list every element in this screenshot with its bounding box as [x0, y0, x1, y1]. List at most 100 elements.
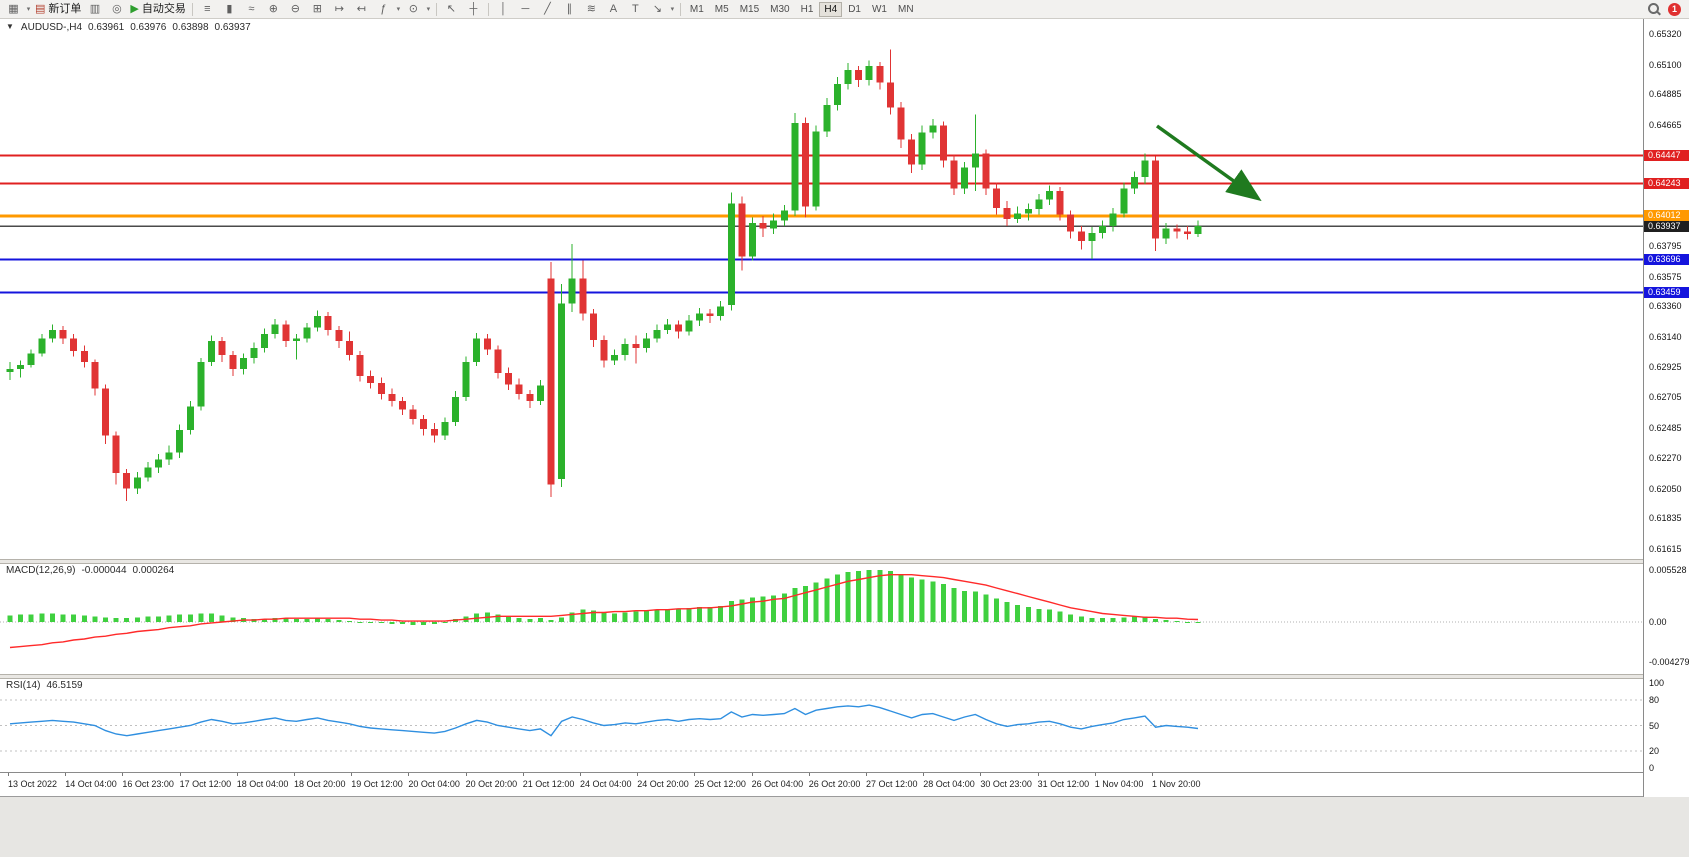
time-axis[interactable]: 13 Oct 2022 14 Oct 04:00 16 Oct 23:00 17 Oc… — [0, 772, 1643, 798]
rsi-panel[interactable]: RSI(14) 46.5159 — [0, 677, 1643, 772]
zoom-in-icon[interactable]: ⊕ — [263, 1, 284, 17]
timeframe-w1-button[interactable]: W1 — [871, 3, 887, 15]
candlestick-chart-icon: ▮ — [226, 3, 233, 15]
price-axis[interactable]: 0.65320 0.65100 0.64885 0.64665 0.63795 0.635… — [1643, 19, 1689, 797]
macd-histogram-bar — [1100, 618, 1106, 622]
candle-body — [473, 338, 481, 363]
candle-body — [292, 338, 300, 342]
current-price-tag: 0.63937 — [1644, 220, 1689, 232]
candle-body — [961, 167, 969, 189]
macd-signal-line — [9, 574, 1199, 649]
price-line-tag: 0.64447 — [1644, 149, 1689, 161]
candle-body — [324, 316, 332, 331]
time-tick-label: 26 Oct 04:00 — [751, 779, 804, 789]
navigator-icon[interactable]: ◎ — [106, 1, 127, 17]
time-tick — [179, 773, 181, 776]
macd-histogram-bar — [771, 595, 777, 622]
new-order-button[interactable]: ▤ 新订单 — [33, 1, 83, 17]
notification-badge[interactable]: 1 — [1668, 2, 1681, 16]
indicators-caret-icon[interactable]: ▾ — [396, 6, 401, 13]
panel-separator[interactable] — [0, 674, 1689, 679]
cursor-icon[interactable]: ↖ — [441, 1, 462, 17]
macd-histogram-bar — [209, 613, 215, 622]
timeframe-m5-button[interactable]: M5 — [714, 3, 729, 15]
macd-histogram-bar — [590, 610, 596, 622]
macd-histogram-bar — [1089, 618, 1095, 622]
auto-scroll-icon[interactable]: ↦ — [329, 1, 350, 17]
period-icon: ⊙ — [408, 3, 418, 15]
macd-histogram-bar — [951, 587, 957, 622]
new-chart-caret-icon[interactable]: ▾ — [26, 6, 31, 13]
macd-histogram-bar — [930, 581, 936, 622]
timeframe-m30-button[interactable]: M30 — [770, 3, 790, 15]
auto-trading-button[interactable]: ▶ 自动交易 — [128, 1, 187, 17]
macd-histogram-bar — [887, 570, 893, 622]
crosshair-icon[interactable]: ┼ — [463, 1, 484, 17]
candle-body — [515, 384, 523, 395]
indicators-icon[interactable]: ƒ — [373, 1, 394, 17]
cursor-icon: ↖ — [446, 3, 456, 15]
channel-icon[interactable]: ∥ — [559, 1, 580, 17]
text-icon[interactable]: A — [603, 1, 624, 17]
timeframe-m1-button[interactable]: M1 — [689, 3, 704, 15]
price-chart-panel[interactable]: ▼ AUDUSD-,H4 0.63961 0.63976 0.63898 0.6… — [0, 19, 1643, 559]
price-tick-label: 0.63360 — [1649, 301, 1682, 312]
period-caret-icon[interactable]: ▾ — [426, 6, 431, 13]
bar-chart-icon[interactable]: ≡ — [197, 1, 218, 17]
candle-body — [409, 409, 417, 420]
timeframe-m15-button[interactable]: M15 — [739, 3, 760, 15]
text-label-icon[interactable]: T — [625, 1, 646, 17]
trendline-icon[interactable]: ╱ — [537, 1, 558, 17]
price-line-tag: 0.63459 — [1644, 287, 1689, 299]
price-tick-label: 0.62705 — [1649, 392, 1682, 403]
candle-body — [452, 396, 459, 422]
market-watch-icon[interactable]: ▥ — [84, 1, 105, 17]
main-toolbar: ▦ ▾ ▤ 新订单 ▥ ◎ ▶ 自动交易 ≡ ▮ ≈ ⊕ ⊖ ⊞ ↦ ↤ ƒ ▾ ⊙ ▾ ↖ ┼ │ ─ ╱ ∥ ≋ A T ↘ ▾ M1 M5… — [0, 0, 1689, 19]
price-chart-canvas[interactable] — [0, 19, 1643, 559]
time-tick — [866, 773, 867, 776]
chart-shift-icon[interactable]: ↤ — [351, 1, 372, 17]
timeframe-h4-button[interactable]: H4 — [819, 1, 843, 17]
chart-menu-icon[interactable]: ▼ — [6, 22, 14, 31]
arrows-icon[interactable]: ↘ — [647, 1, 668, 17]
panel-separator[interactable] — [0, 559, 1689, 564]
candle-body — [144, 467, 152, 478]
macd-histogram-bar — [993, 598, 999, 622]
vertical-line-icon[interactable]: │ — [493, 1, 514, 17]
time-tick-label: 19 Oct 12:00 — [351, 779, 403, 789]
candle-body — [261, 334, 269, 349]
candle-body — [1003, 207, 1011, 219]
candlestick-chart-icon[interactable]: ▮ — [219, 1, 240, 17]
search-icon[interactable] — [1647, 2, 1661, 16]
tile-windows-icon[interactable]: ⊞ — [307, 1, 328, 17]
zoom-out-icon[interactable]: ⊖ — [285, 1, 306, 17]
new-chart-icon[interactable]: ▦ — [3, 1, 24, 17]
macd-panel[interactable]: MACD(12,26,9) -0.000044 0.000264 — [0, 562, 1643, 674]
candle-body — [91, 362, 99, 389]
macd-histogram-bar — [1057, 611, 1063, 622]
trend-arrow-annotation[interactable] — [1155, 124, 1262, 202]
candle-body — [314, 316, 322, 328]
timeframe-h1-button[interactable]: H1 — [800, 3, 814, 15]
rsi-axis-label: 20 — [1649, 746, 1660, 756]
candle-body — [833, 84, 841, 105]
candle-body — [908, 139, 916, 165]
line-chart-icon[interactable]: ≈ — [241, 1, 262, 17]
period-icon[interactable]: ⊙ — [403, 1, 424, 17]
candle-body — [494, 349, 502, 374]
timeframe-d1-button[interactable]: D1 — [848, 3, 861, 15]
arrows-caret-icon[interactable]: ▾ — [670, 6, 675, 13]
fibonacci-icon[interactable]: ≋ — [581, 1, 602, 17]
macd-histogram-bar — [665, 608, 671, 622]
macd-axis-label: -0.004279 — [1649, 657, 1689, 668]
rsi-canvas[interactable] — [0, 677, 1643, 772]
macd-histogram-bar — [39, 613, 45, 622]
timeframe-mn-button[interactable]: MN — [897, 3, 914, 15]
horizontal-line-icon[interactable]: ─ — [515, 1, 536, 17]
price-tick-label: 0.63140 — [1649, 332, 1682, 343]
fibonacci-icon: ≋ — [586, 3, 596, 15]
macd-canvas[interactable] — [0, 562, 1643, 674]
candle-body — [1173, 228, 1181, 232]
candle-body — [282, 324, 290, 342]
candle-body — [186, 406, 194, 431]
